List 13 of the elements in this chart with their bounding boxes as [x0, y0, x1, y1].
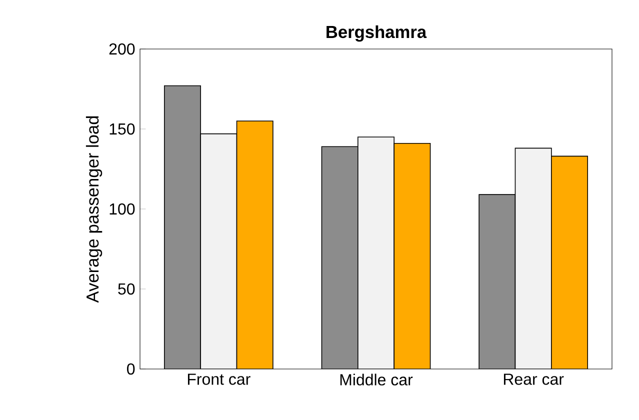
y-tick-label: 100 — [110, 203, 135, 215]
bar — [478, 194, 516, 369]
bar — [164, 85, 201, 369]
bar — [321, 146, 358, 369]
y-tick-label: 150 — [110, 123, 135, 135]
y-axis-title: Average passenger load — [86, 116, 102, 303]
y-tick-label: 0 — [127, 363, 135, 375]
x-tick-label: Front car — [188, 374, 250, 385]
x-tick-label: Rear car — [504, 374, 564, 385]
x-tick-label: Middle car — [340, 374, 413, 386]
y-tick-label: 200 — [109, 43, 135, 55]
chart-title: Bergshamra — [326, 25, 427, 42]
y-tick-label: 50 — [118, 283, 135, 295]
